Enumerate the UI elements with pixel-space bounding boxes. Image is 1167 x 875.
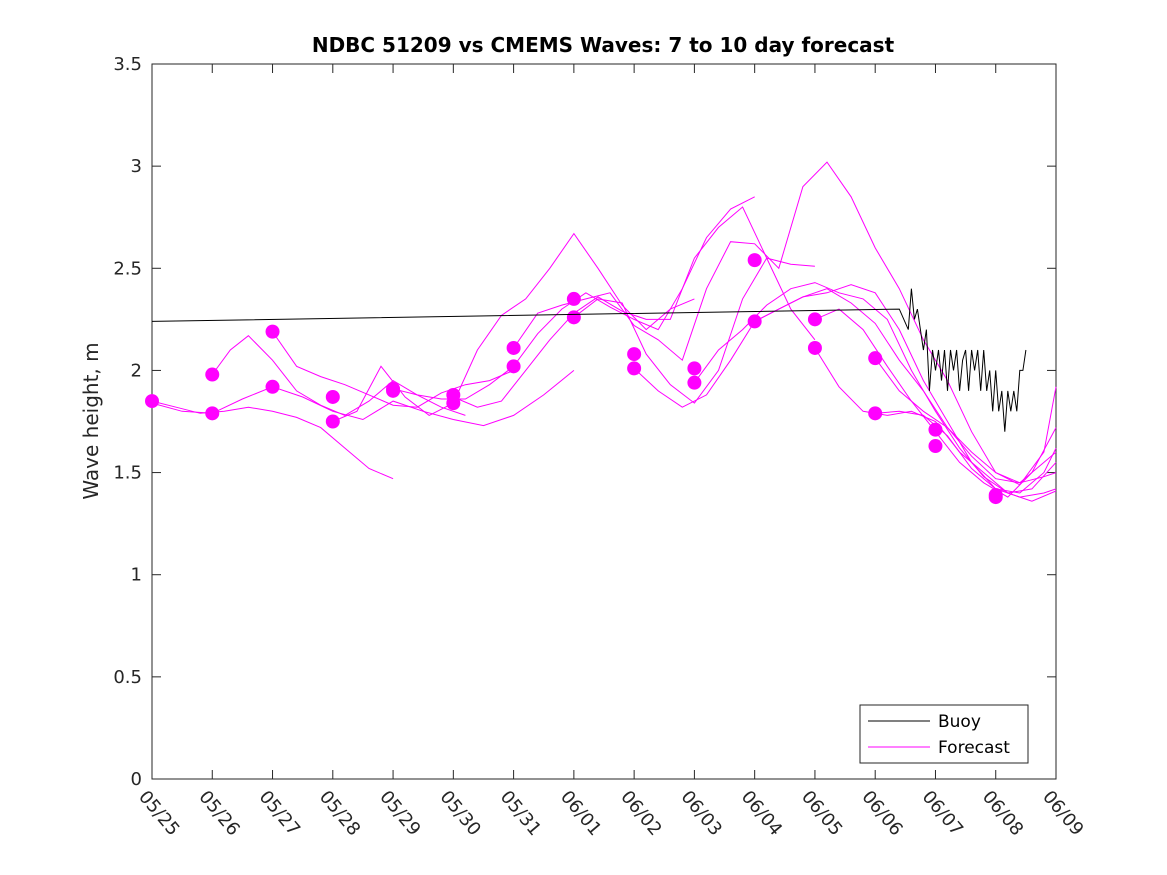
y-tick-label: 3.5 bbox=[113, 54, 142, 75]
forecast-line bbox=[332, 232, 695, 422]
x-tick-label: 05/31 bbox=[496, 787, 545, 840]
y-tick-label: 2 bbox=[131, 360, 142, 381]
x-tick-label: 06/09 bbox=[1038, 787, 1087, 840]
x-tick-label: 05/28 bbox=[315, 787, 364, 840]
forecast-marker bbox=[265, 379, 280, 394]
x-tick-label: 06/07 bbox=[918, 787, 967, 840]
forecast-marker bbox=[566, 310, 581, 325]
x-tick-label: 05/26 bbox=[194, 787, 243, 840]
x-tick-label: 06/03 bbox=[677, 787, 726, 840]
forecast-markers bbox=[145, 253, 1003, 505]
x-tick-label: 06/05 bbox=[797, 787, 846, 840]
forecast-line bbox=[573, 257, 815, 404]
x-tick-label: 06/04 bbox=[737, 787, 786, 840]
forecast-marker bbox=[145, 394, 159, 409]
forecast-marker bbox=[868, 406, 883, 421]
forecast-marker bbox=[566, 291, 581, 306]
buoy-line bbox=[151, 288, 1027, 432]
forecast-marker bbox=[506, 340, 521, 355]
y-tick-label: 0 bbox=[131, 769, 142, 790]
forecast-marker bbox=[687, 361, 702, 376]
forecast-marker bbox=[205, 367, 220, 382]
x-tick-label: 05/29 bbox=[375, 787, 424, 840]
buoy-series bbox=[151, 288, 1027, 432]
forecast-marker bbox=[205, 406, 220, 421]
legend: Buoy Forecast bbox=[859, 704, 1029, 764]
forecast-line bbox=[211, 335, 466, 416]
y-tick-label: 1 bbox=[131, 565, 142, 586]
forecast-marker bbox=[747, 253, 762, 268]
forecast-line bbox=[272, 331, 514, 408]
forecast-line bbox=[453, 206, 816, 408]
legend-box bbox=[859, 704, 1029, 764]
forecast-line bbox=[151, 370, 575, 427]
forecast-marker bbox=[627, 347, 642, 362]
legend-forecast-label: Forecast bbox=[938, 738, 1010, 758]
forecast-marker bbox=[807, 340, 822, 355]
x-tick-label: 05/25 bbox=[134, 787, 183, 840]
legend-buoy-label: Buoy bbox=[938, 712, 981, 732]
forecast-line bbox=[875, 410, 1057, 494]
x-tick-label: 05/30 bbox=[436, 787, 485, 840]
y-tick-label: 0.5 bbox=[113, 667, 142, 688]
forecast-marker bbox=[627, 361, 642, 376]
y-tick-label: 1.5 bbox=[113, 463, 142, 484]
forecast-marker bbox=[265, 324, 280, 339]
chart-title: NDBC 51209 vs CMEMS Waves: 7 to 10 day f… bbox=[312, 33, 895, 57]
forecast-line bbox=[814, 347, 1057, 502]
forecast-marker bbox=[325, 414, 340, 429]
forecast-marker bbox=[928, 439, 943, 454]
forecast-marker bbox=[687, 375, 702, 390]
forecast-marker bbox=[325, 389, 340, 404]
forecast-marker bbox=[807, 312, 822, 327]
x-tick-label: 06/08 bbox=[978, 787, 1027, 840]
forecast-marker bbox=[988, 490, 1003, 505]
forecast-marker bbox=[446, 396, 461, 411]
plot-area bbox=[151, 63, 1057, 780]
forecast-marker bbox=[868, 351, 883, 366]
plot-frame bbox=[151, 63, 1057, 780]
x-tick-label: 06/02 bbox=[616, 787, 665, 840]
forecast-marker bbox=[506, 359, 521, 374]
x-tick-label: 06/06 bbox=[857, 787, 906, 840]
forecast-line bbox=[633, 288, 1057, 484]
forecast-marker bbox=[928, 422, 943, 437]
x-tick-label: 06/01 bbox=[556, 787, 605, 840]
forecast-line bbox=[874, 357, 1057, 486]
y-axis-label: Wave height, m bbox=[79, 342, 103, 499]
y-axis: 0 0.5 1 1.5 2 2.5 3 3.5 bbox=[113, 54, 1056, 790]
forecast-line bbox=[513, 161, 1057, 484]
forecast-marker bbox=[747, 314, 762, 329]
forecast-line bbox=[151, 400, 394, 480]
x-tick-label: 05/27 bbox=[255, 787, 304, 840]
y-tick-label: 2.5 bbox=[113, 258, 142, 279]
y-tick-label: 3 bbox=[131, 156, 142, 177]
forecast-marker bbox=[386, 383, 401, 398]
